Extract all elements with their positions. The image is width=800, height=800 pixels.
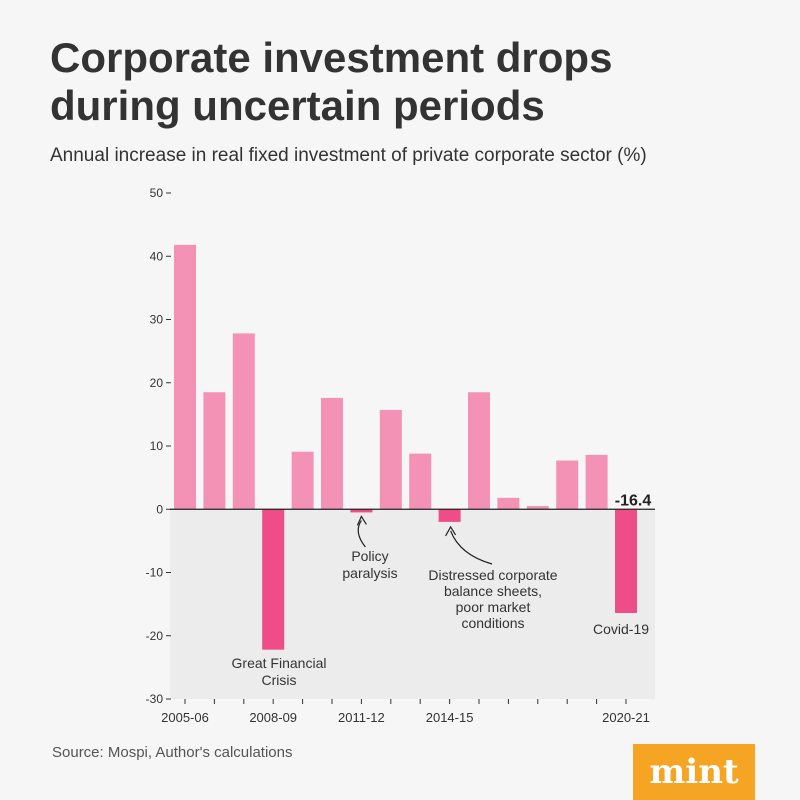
bar-2014-15: [438, 509, 461, 522]
y-tick-label: 30: [150, 313, 164, 327]
y-tick-label: 40: [150, 249, 164, 263]
annotation-covid-19: Covid-19: [593, 621, 649, 637]
annotation-policy-paralysis: paralysis: [342, 565, 397, 581]
bar-2018-19: [556, 460, 579, 510]
y-tick-label: 0: [156, 502, 163, 516]
distressed-balance-sheets-arrow: [450, 530, 493, 565]
annotation-distressed-balance-sheets: balance sheets,: [444, 583, 542, 599]
distressed-balance-sheets-arrowhead: [445, 525, 457, 537]
policy-paralysis-arrowhead: [356, 515, 367, 526]
x-tick-label: 2008-09: [249, 710, 297, 725]
annotation-distressed-balance-sheets: conditions: [461, 615, 524, 631]
bar-2012-13: [379, 409, 402, 510]
x-tick-label: 2011-12: [338, 710, 385, 725]
annotation-great-financial-crisis: Great Financial: [232, 655, 327, 671]
policy-paralysis-arrow: [357, 520, 366, 548]
bar-2006-07: [203, 392, 226, 510]
y-tick-label: 20: [150, 376, 164, 390]
annotation-distressed-balance-sheets: poor market: [456, 599, 531, 615]
chart-subtitle: Annual increase in real fixed investment…: [50, 145, 647, 166]
y-tick-label: 50: [150, 186, 164, 200]
annotation-great-financial-crisis: Crisis: [262, 672, 297, 688]
bar-2007-08: [232, 333, 255, 510]
bar-2013-14: [409, 453, 432, 510]
bar-2017-18: [526, 506, 549, 510]
annotation-policy-paralysis: Policy: [351, 548, 388, 564]
y-tick-label: -10: [146, 566, 164, 580]
bar-2008-09: [262, 509, 285, 650]
y-tick-label: 10: [150, 439, 164, 453]
bar-2015-16: [468, 392, 490, 510]
annotation-distressed-balance-sheets: Distressed corporate: [428, 567, 557, 583]
bar-2016-17: [497, 497, 520, 510]
bar-2009-10: [291, 451, 314, 510]
bar-2011-12: [350, 509, 373, 513]
y-tick-label: -20: [146, 629, 164, 643]
x-tick-label: 2020-21: [602, 710, 650, 725]
source-note: Source: Mospi, Author's calculations: [52, 744, 293, 761]
y-tick-label: -30: [146, 692, 164, 706]
bar-2005-06: [174, 244, 196, 510]
x-tick-label: 2005-06: [161, 710, 209, 725]
negative-region-background: [170, 509, 655, 699]
bar-2020-21: [615, 509, 637, 613]
bar-chart: 50 40 30 20 10 0 -10 -20 -30 2005-06 2008-09 2011-1…: [146, 186, 655, 725]
data-value-label: -16.4: [615, 492, 652, 509]
bar-2019-20: [585, 454, 608, 510]
chart-title: Corporate investment drops during uncert…: [50, 34, 613, 129]
bar-2010-11: [321, 397, 343, 510]
mint-logo: mint: [633, 744, 755, 800]
x-tick-label: 2014-15: [426, 710, 474, 725]
